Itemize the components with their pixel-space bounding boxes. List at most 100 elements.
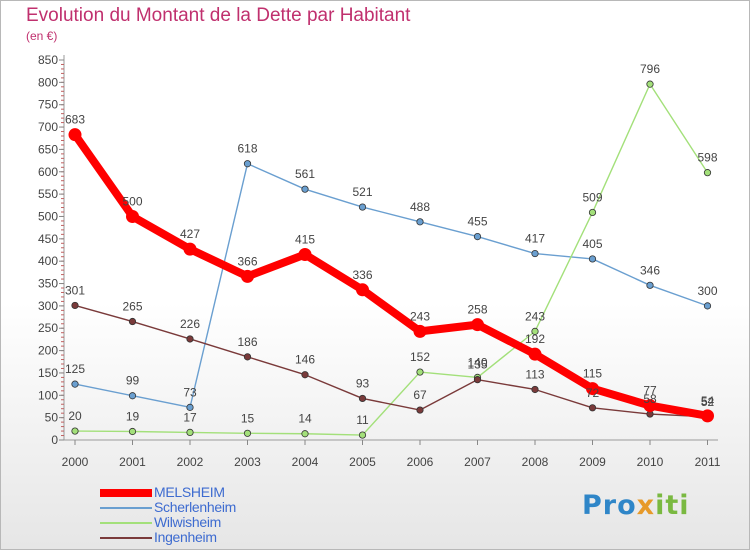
data-label: 243 [410, 309, 430, 323]
data-label: 72 [586, 386, 600, 400]
data-point [71, 301, 79, 310]
data-point [701, 409, 714, 423]
data-label: 521 [352, 185, 372, 199]
y-tick-label: 250 [38, 321, 58, 335]
data-label: 146 [295, 353, 315, 367]
data-label: 796 [640, 62, 660, 76]
data-point [128, 317, 137, 326]
y-tick-label: 50 [45, 411, 59, 425]
data-label: 73 [183, 385, 197, 399]
data-label: 336 [352, 268, 372, 282]
x-tick-label: 2000 [62, 455, 89, 469]
y-tick-label: 350 [38, 277, 58, 291]
x-tick-label: 2010 [637, 455, 664, 469]
legend-swatch [100, 489, 152, 497]
x-tick-label: 2008 [522, 455, 549, 469]
data-label: 500 [122, 194, 142, 208]
data-point [186, 403, 194, 411]
data-point [588, 208, 597, 217]
legend-label: MELSHEIM [154, 484, 225, 500]
data-point [646, 281, 654, 289]
x-tick-label: 2005 [349, 455, 376, 469]
x-tick-label: 2011 [695, 455, 721, 469]
data-label: 19 [126, 410, 140, 424]
data-point [243, 429, 252, 437]
data-label: 125 [65, 362, 85, 376]
data-point [186, 428, 194, 436]
series-line-scherlenheim [74, 163, 709, 409]
y-tick-label: 850 [38, 53, 58, 67]
data-point [471, 318, 484, 332]
data-label: 115 [583, 367, 602, 381]
data-label: 300 [697, 284, 717, 298]
y-tick-label: 450 [38, 232, 58, 246]
data-point [528, 347, 542, 361]
series-layer [68, 80, 714, 439]
x-tick-label: 2009 [579, 455, 606, 469]
data-point [358, 431, 367, 439]
data-label: 561 [295, 167, 315, 181]
data-point [301, 371, 309, 379]
data-point [68, 128, 82, 142]
y-tick-label: 100 [38, 388, 58, 402]
y-tick-label: 600 [38, 165, 58, 179]
data-point [128, 427, 137, 436]
data-point [586, 382, 599, 396]
data-label: 58 [643, 392, 657, 406]
series-line-wilwisheim [74, 83, 709, 436]
data-point [531, 327, 539, 335]
data-label: 11 [356, 413, 369, 427]
x-tick-label: 2004 [292, 455, 319, 469]
proxiti-logo: Proxiti [582, 490, 690, 521]
x-tick-label: 2002 [177, 455, 204, 469]
data-label: 140 [467, 355, 487, 369]
data-point [643, 399, 657, 413]
y-tick-label: 0 [51, 433, 58, 447]
y-tick-label: 800 [38, 75, 58, 89]
data-label: 17 [183, 410, 197, 424]
data-point [358, 203, 367, 211]
data-label: 455 [467, 215, 487, 229]
data-label: 301 [65, 283, 85, 297]
data-point [473, 376, 482, 384]
data-label: 683 [65, 113, 85, 127]
data-point [703, 302, 712, 310]
data-point [531, 385, 539, 394]
data-label: 54 [701, 394, 715, 408]
data-label: 186 [237, 335, 257, 349]
y-tick-label: 200 [38, 344, 58, 358]
data-label: 265 [122, 300, 142, 314]
legend-swatch [100, 522, 152, 524]
chart-axes: 0 50 100 150 200 250 300 350 400 450 500 550 600 650 7… [38, 53, 721, 469]
data-label: 488 [410, 200, 430, 214]
data-point [531, 249, 539, 258]
x-tick-label: 2007 [464, 455, 491, 469]
legend-swatch [100, 537, 152, 539]
data-label: 52 [701, 395, 715, 409]
data-label: 243 [525, 309, 545, 323]
data-label: 226 [180, 317, 200, 331]
y-tick-label: 150 [38, 366, 58, 380]
series-line-ingenheim [74, 304, 709, 418]
data-point [473, 232, 482, 241]
chart-title: Evolution du Montant de la Dette par Hab… [26, 5, 411, 26]
y-tick-label: 550 [38, 187, 58, 201]
data-point [703, 169, 712, 177]
data-point [71, 427, 79, 435]
legend-label: Wilwisheim [154, 514, 222, 530]
data-point [416, 368, 424, 376]
data-label: 135 [467, 358, 487, 372]
data-label: 20 [68, 409, 82, 423]
data-label: 618 [237, 142, 257, 156]
data-label: 405 [582, 237, 602, 251]
data-labels-layer: 125 99 73 618 561 521 488 455 417 405 346 300 20 19 17… [65, 62, 718, 427]
data-point [298, 247, 312, 261]
x-tick-label: 2003 [234, 455, 261, 469]
data-point [243, 353, 252, 361]
series-line-melsheim [71, 130, 712, 420]
data-label: 93 [356, 376, 370, 390]
y-tick-label: 500 [38, 209, 58, 223]
data-label: 15 [241, 411, 255, 425]
legend-label: Ingenheim [154, 529, 217, 545]
